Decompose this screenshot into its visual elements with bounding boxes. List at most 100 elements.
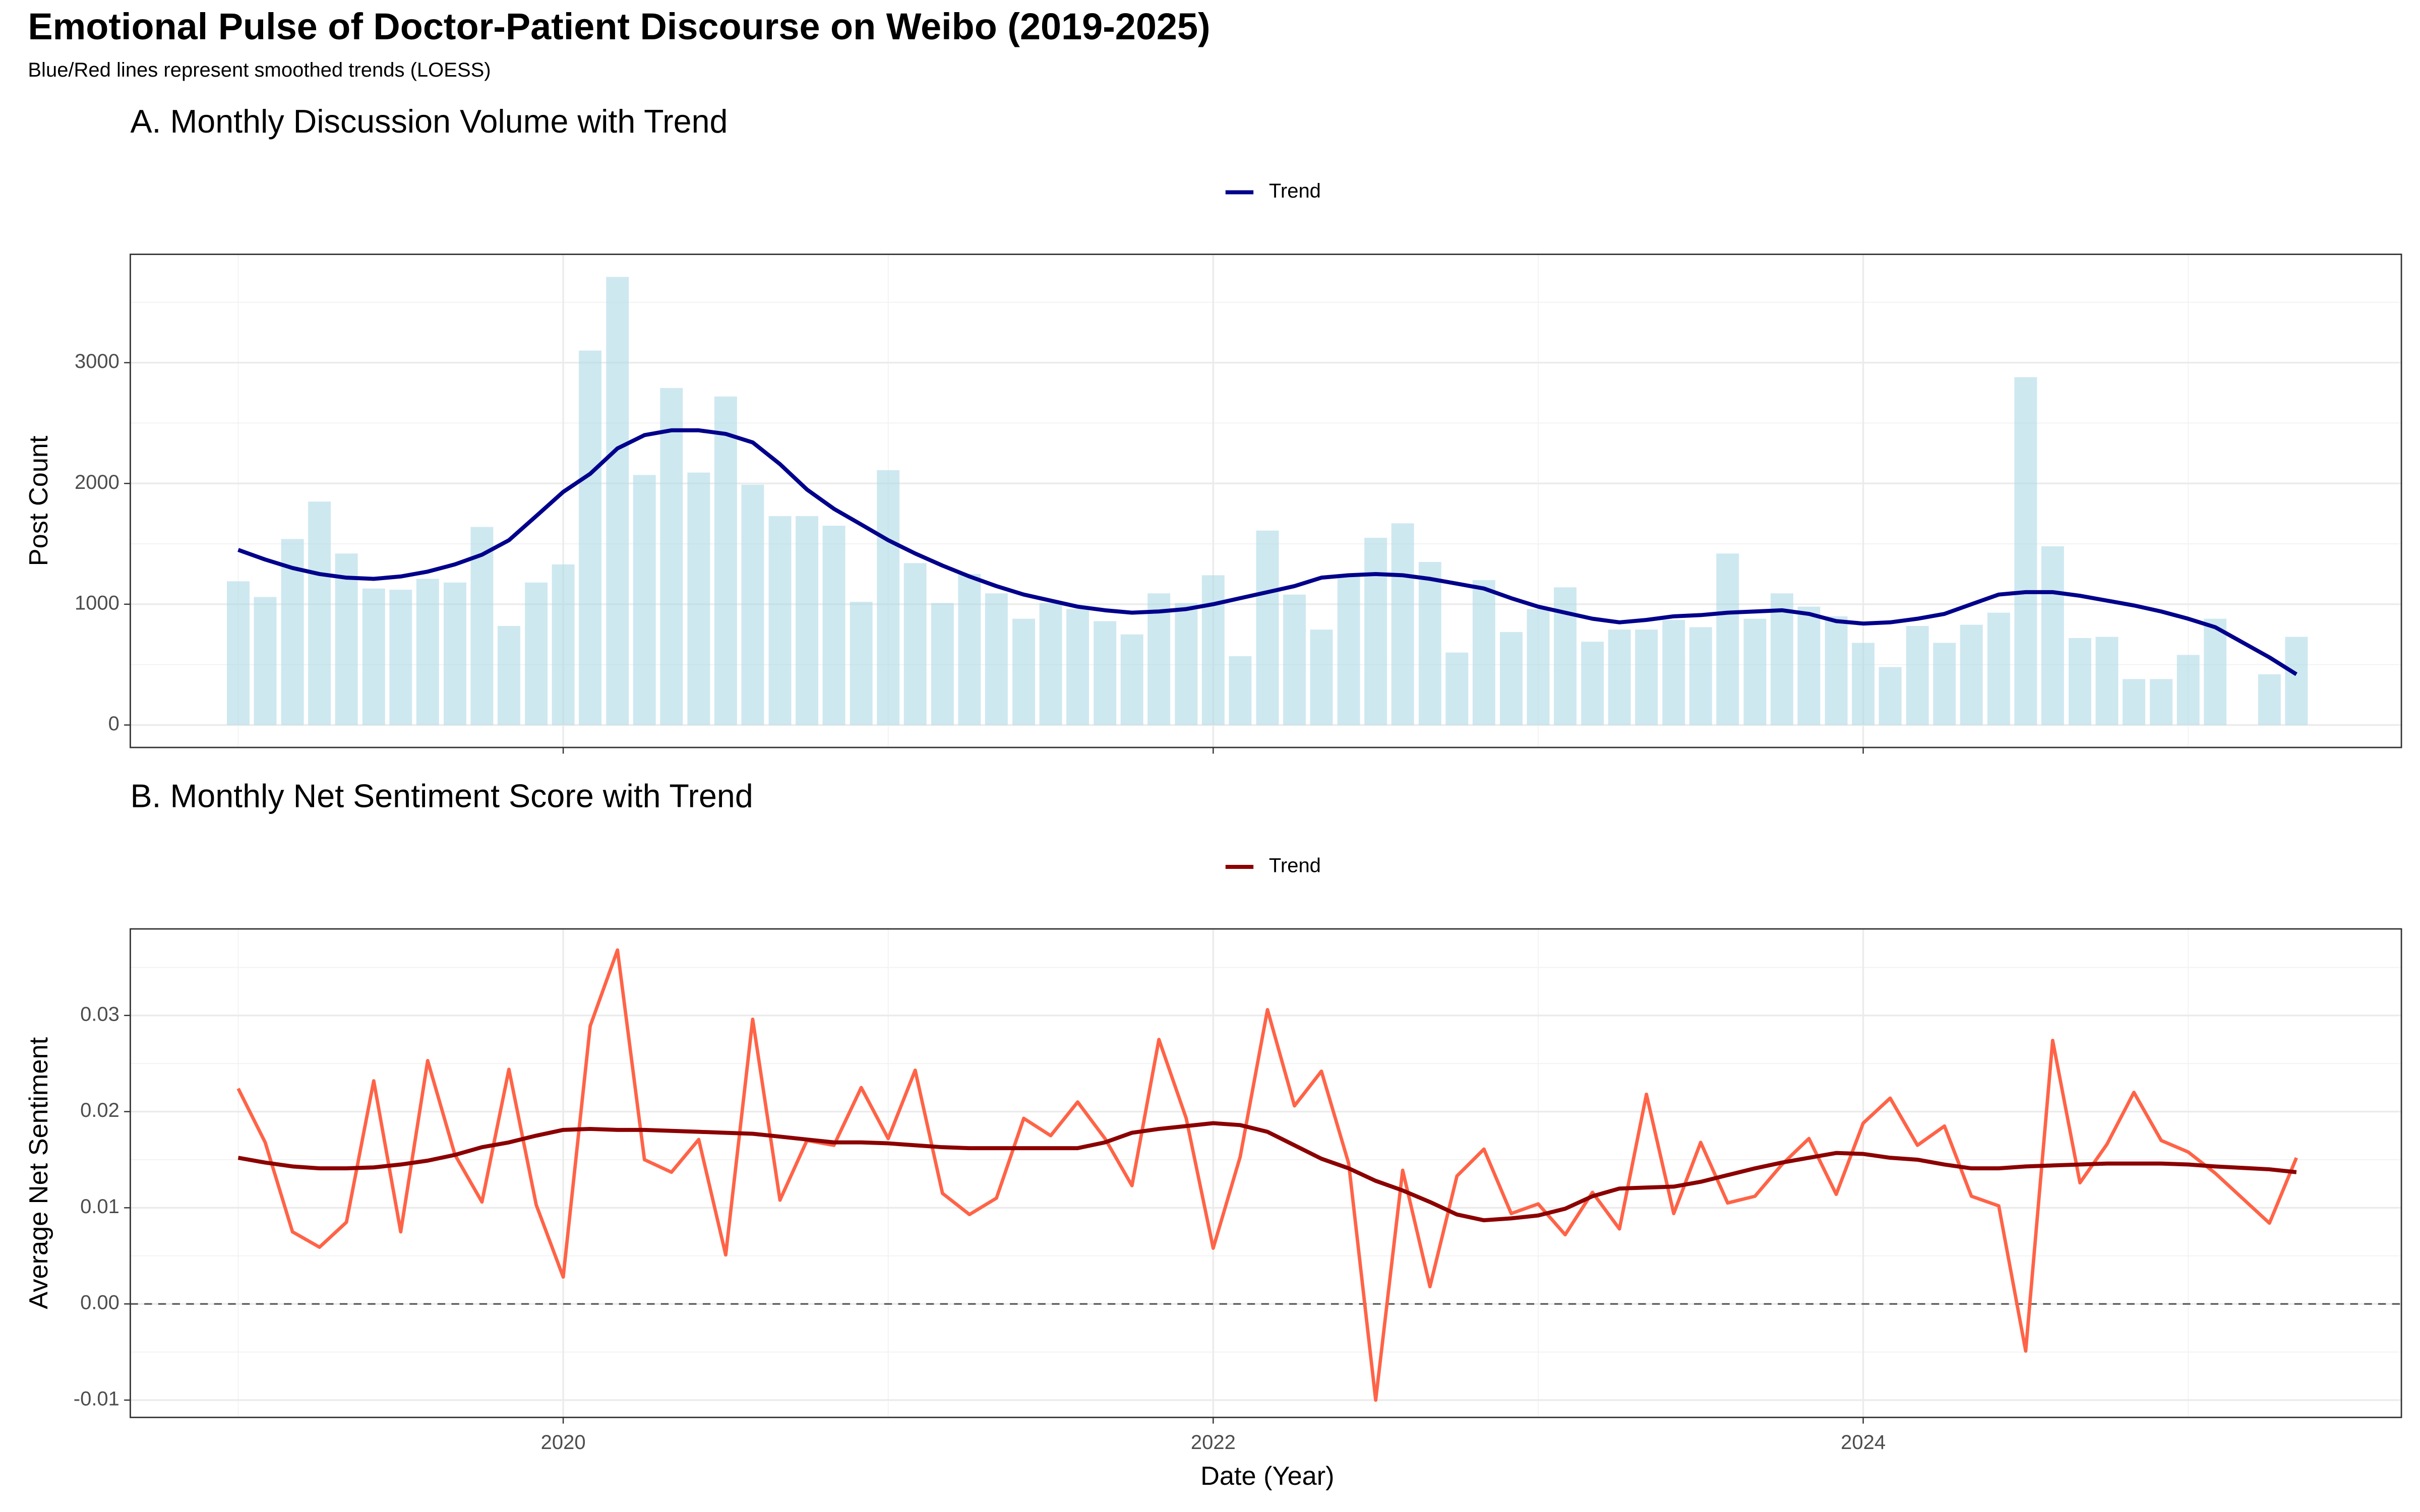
x-axis-label: Date (Year)	[1200, 1462, 1335, 1491]
bar	[1797, 606, 1821, 725]
bar	[796, 516, 819, 725]
bar	[362, 588, 385, 725]
chart-subtitle: Blue/Red lines represent smoothed trends…	[28, 59, 491, 81]
bar	[850, 602, 873, 725]
y-axis-label: Post Count	[24, 435, 53, 566]
bar	[687, 472, 710, 725]
bar	[1229, 656, 1252, 725]
bar	[1256, 530, 1279, 725]
bar	[1499, 632, 1523, 725]
bar	[1879, 667, 1902, 725]
bar	[1445, 652, 1469, 725]
bar	[2176, 655, 2200, 725]
bar	[1770, 593, 1793, 725]
bar	[1066, 609, 1090, 725]
bar	[1608, 629, 1631, 725]
x-tick-label: 2024	[1841, 1431, 1886, 1454]
bar	[227, 581, 250, 725]
y-tick-label: 0.00	[80, 1292, 119, 1314]
bar	[1662, 620, 1685, 725]
bar	[1960, 624, 1983, 725]
line	[237, 1121, 2297, 1223]
bar	[985, 593, 1008, 725]
bar	[1743, 618, 1767, 725]
legend-label: Trend	[1269, 855, 1321, 877]
bar	[335, 553, 358, 725]
bar	[254, 597, 277, 725]
bar	[822, 526, 845, 725]
bar	[2150, 679, 2173, 725]
bar	[1201, 575, 1225, 725]
panel-border	[130, 928, 2402, 1418]
bar	[903, 563, 927, 725]
bar	[1364, 538, 1387, 725]
bar	[660, 388, 683, 725]
y-tick-label: 1000	[75, 592, 119, 614]
y-tick-label: 0.02	[80, 1099, 119, 1121]
y-tick-label: 0.03	[80, 1003, 119, 1025]
bar	[606, 277, 629, 725]
bar	[470, 527, 494, 725]
legend-label: Trend	[1269, 180, 1321, 202]
bar	[2123, 679, 2146, 725]
bar	[2095, 637, 2119, 725]
bar	[1147, 593, 1171, 725]
y-tick-label: 0	[108, 713, 119, 735]
bar	[2285, 637, 2308, 725]
bar	[768, 516, 792, 725]
bar	[1852, 643, 1875, 725]
bar	[1012, 618, 1035, 725]
bar	[931, 603, 954, 725]
bar	[1175, 603, 1198, 725]
panel-title: A. Monthly Discussion Volume with Trend	[130, 103, 728, 140]
line	[237, 428, 2297, 676]
bar	[1391, 523, 1414, 725]
bar	[1337, 574, 1360, 725]
bar	[1120, 634, 1143, 725]
panel-border	[130, 254, 2402, 748]
bar	[741, 484, 764, 725]
bar	[633, 475, 656, 725]
bar	[416, 579, 439, 725]
y-tick-label: -0.01	[74, 1388, 119, 1410]
bar	[1635, 629, 1658, 725]
bar	[2204, 618, 2227, 725]
bar	[2258, 674, 2281, 725]
bar	[2069, 638, 2092, 725]
bar	[1553, 587, 1577, 725]
bar	[1094, 621, 1117, 725]
panel-title: B. Monthly Net Sentiment Score with Tren…	[130, 778, 753, 814]
bar	[552, 564, 575, 725]
chart-title: Emotional Pulse of Doctor-Patient Discou…	[28, 6, 1210, 47]
bar	[1933, 643, 1956, 725]
bar	[308, 501, 331, 725]
bar	[1472, 580, 1495, 725]
x-tick-label: 2022	[1191, 1431, 1236, 1454]
bar	[714, 396, 737, 725]
bar	[958, 574, 981, 725]
bar	[877, 470, 900, 725]
bar	[525, 582, 548, 725]
bar	[1310, 629, 1333, 725]
bar	[1581, 642, 1604, 725]
bar	[1987, 612, 2010, 725]
bar	[1716, 553, 1739, 725]
bar	[1039, 603, 1062, 725]
y-tick-label: 0.01	[80, 1195, 119, 1218]
bar	[1689, 627, 1712, 725]
bar	[1283, 594, 1306, 725]
bar	[443, 582, 466, 725]
bar	[2014, 377, 2037, 725]
bar	[1527, 609, 1550, 725]
bar	[579, 350, 602, 725]
bar	[1906, 625, 1929, 725]
bar	[1418, 561, 1441, 725]
x-tick-label: 2020	[541, 1431, 586, 1454]
bar	[389, 590, 412, 725]
y-axis-label: Average Net Sentiment	[24, 1037, 53, 1309]
y-tick-label: 3000	[75, 350, 119, 372]
y-tick-label: 2000	[75, 471, 119, 493]
line	[236, 948, 2298, 1402]
